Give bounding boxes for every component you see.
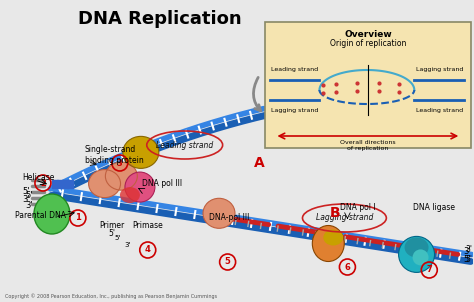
Ellipse shape <box>312 226 344 262</box>
Text: Overall directions
of replication: Overall directions of replication <box>340 140 396 151</box>
Ellipse shape <box>105 162 137 190</box>
Text: Primase: Primase <box>132 221 163 230</box>
Text: DNA pol III: DNA pol III <box>142 179 182 188</box>
Text: Helicase: Helicase <box>22 174 55 182</box>
Text: Parental DNA: Parental DNA <box>15 210 66 220</box>
Text: 5': 5' <box>465 255 472 265</box>
Text: B: B <box>329 206 340 220</box>
Text: 5': 5' <box>25 191 32 201</box>
Text: 5': 5' <box>22 188 29 197</box>
Text: Origin of replication: Origin of replication <box>330 39 406 48</box>
Text: DNA pol I: DNA pol I <box>339 204 375 213</box>
Text: 3: 3 <box>117 159 123 168</box>
Text: Single-strand
binding protein: Single-strand binding protein <box>85 145 144 165</box>
Bar <box>57 180 63 188</box>
Text: 1: 1 <box>75 214 81 223</box>
Text: 5: 5 <box>225 258 230 266</box>
Text: 3': 3' <box>465 246 472 255</box>
Text: Overview: Overview <box>344 30 392 39</box>
Text: DNA Replication: DNA Replication <box>78 10 242 28</box>
Text: 7: 7 <box>427 265 432 275</box>
Text: Leading strand: Leading strand <box>271 67 318 72</box>
Ellipse shape <box>125 172 155 202</box>
Text: 3': 3' <box>463 248 471 256</box>
Ellipse shape <box>123 137 159 169</box>
Text: Leading strand: Leading strand <box>156 140 213 149</box>
Bar <box>264 22 471 148</box>
Bar <box>52 180 58 188</box>
Ellipse shape <box>34 194 70 234</box>
Text: Lagging strand: Lagging strand <box>271 108 318 113</box>
Ellipse shape <box>405 237 428 257</box>
Ellipse shape <box>89 170 120 198</box>
Text: 5': 5' <box>463 255 471 265</box>
Text: 5': 5' <box>109 229 115 237</box>
Text: Primer: Primer <box>99 221 125 230</box>
Text: Leading strand: Leading strand <box>416 108 463 113</box>
Text: DNA-pol III: DNA-pol III <box>210 214 250 223</box>
Bar <box>67 180 73 188</box>
Ellipse shape <box>120 187 140 203</box>
Text: A: A <box>254 156 264 170</box>
Text: 2: 2 <box>40 178 46 188</box>
Text: Lagging strand: Lagging strand <box>416 67 463 72</box>
Text: 6: 6 <box>345 262 350 271</box>
Bar <box>62 180 68 188</box>
Text: 5': 5' <box>115 235 121 241</box>
Ellipse shape <box>323 230 343 246</box>
Text: Lagging strand: Lagging strand <box>316 214 373 223</box>
Text: 3': 3' <box>25 201 33 210</box>
Ellipse shape <box>412 249 428 265</box>
Text: DNA ligase: DNA ligase <box>413 204 455 213</box>
Ellipse shape <box>399 236 435 272</box>
Text: 3': 3' <box>125 242 131 248</box>
Text: 4: 4 <box>145 246 151 255</box>
Ellipse shape <box>203 198 235 228</box>
Text: Copyright © 2008 Pearson Education, Inc., publishing as Pearson Benjamin Cumming: Copyright © 2008 Pearson Education, Inc.… <box>5 293 217 299</box>
Text: 3': 3' <box>22 195 29 204</box>
